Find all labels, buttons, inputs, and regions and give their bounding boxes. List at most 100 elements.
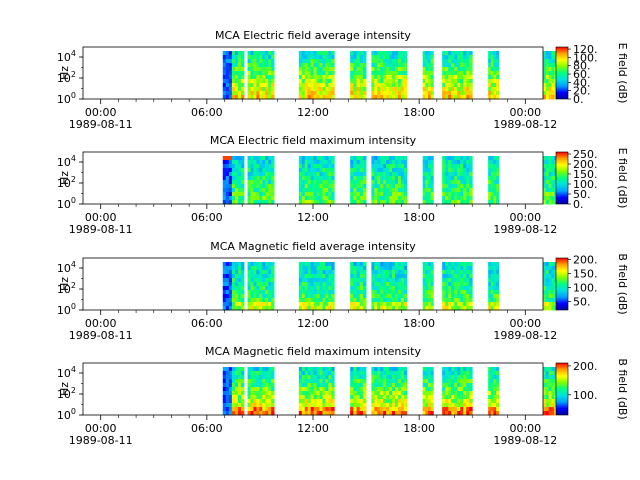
x-tick-date: 1989-08-12	[493, 118, 557, 131]
panel-title: MCA Electric field average intensity	[215, 29, 411, 42]
y-tick-label: 102	[57, 386, 76, 401]
y-tick-label: 100	[57, 407, 76, 422]
x-tick-date: 1989-08-11	[69, 434, 133, 447]
data-segment	[298, 262, 335, 311]
x-tick-time: 06:00	[191, 317, 223, 330]
data-segment	[350, 156, 367, 205]
colorbar	[555, 362, 569, 416]
y-axis-label: Hz	[58, 171, 71, 185]
colorbar-label: B field (dB)	[616, 358, 629, 419]
panel-2: MCA Electric field maximum intensityHz10…	[57, 134, 629, 236]
colorbar-tick-label: 100.	[573, 282, 598, 295]
colorbar-tick-label: 150.	[573, 168, 598, 181]
colorbar-tick-label: 50.	[573, 188, 591, 201]
data-segment	[442, 262, 473, 311]
data-segment	[543, 156, 558, 205]
data-segment	[488, 156, 500, 205]
x-tick-time: 06:00	[191, 422, 223, 435]
colorbar-tick-label: 100.	[573, 389, 598, 402]
colorbar-tick-label: 40.	[573, 76, 591, 89]
colorbar-tick-label: 200.	[573, 158, 598, 171]
data-segment	[247, 262, 275, 311]
colorbar	[555, 151, 569, 205]
colorbar-tick-label: 150.	[573, 267, 598, 280]
data-segment	[543, 262, 558, 311]
x-tick-time: 18:00	[403, 317, 435, 330]
data-segment	[350, 51, 367, 100]
data-segment	[442, 51, 473, 100]
panel-1: MCA Electric field average intensityHz10…	[57, 29, 629, 131]
colorbar-tick-label: 200.	[573, 253, 598, 266]
x-tick-time: 06:00	[191, 106, 223, 119]
data-segment	[222, 156, 245, 205]
data-segment	[422, 367, 434, 416]
data-segment	[247, 51, 275, 100]
y-tick-label: 104	[57, 260, 76, 275]
panel-title: MCA Magnetic field average intensity	[210, 240, 416, 253]
x-tick-time: 12:00	[297, 106, 329, 119]
y-axis-label: Hz	[58, 382, 71, 396]
data-segment	[371, 156, 408, 205]
colorbar-tick-label: 250.	[573, 148, 598, 161]
panel-title: MCA Electric field maximum intensity	[210, 134, 417, 147]
data-segment	[371, 51, 408, 100]
data-segment	[488, 367, 500, 416]
data-segment	[222, 367, 245, 416]
x-tick-time: 06:00	[191, 211, 223, 224]
data-segment	[350, 262, 367, 311]
y-tick-label: 104	[57, 365, 76, 380]
y-tick-label: 100	[57, 302, 76, 317]
x-tick-time: 18:00	[403, 106, 435, 119]
colorbar-tick-label: 0.	[573, 198, 584, 211]
data-segment	[247, 156, 275, 205]
y-tick-label: 100	[57, 196, 76, 211]
data-segment	[442, 156, 473, 205]
colorbar-label: E field (dB)	[616, 43, 629, 104]
x-tick-time: 00:00	[509, 317, 541, 330]
data-segment	[222, 51, 245, 100]
x-tick-date: 1989-08-11	[69, 118, 133, 131]
x-tick-date: 1989-08-12	[493, 329, 557, 342]
x-tick-time: 00:00	[509, 106, 541, 119]
data-segment	[350, 367, 367, 416]
colorbar-tick-label: 100.	[573, 51, 598, 64]
data-segment	[222, 262, 245, 311]
y-tick-label: 104	[57, 49, 76, 64]
colorbar-tick-label: 120.	[573, 43, 598, 56]
data-segment	[422, 156, 434, 205]
colorbar	[555, 257, 569, 311]
y-tick-label: 102	[57, 70, 76, 85]
data-segment	[543, 367, 558, 416]
y-axis-label: Hz	[58, 66, 71, 80]
panel-3: MCA Magnetic field average intensityHz10…	[57, 240, 629, 342]
colorbar-tick-label: 0.	[573, 93, 584, 106]
data-segment	[422, 51, 434, 100]
data-segment	[442, 367, 473, 416]
y-tick-label: 100	[57, 91, 76, 106]
colorbar-tick-label: 80.	[573, 60, 591, 73]
data-segment	[488, 51, 500, 100]
data-segment	[371, 262, 408, 311]
x-tick-time: 00:00	[85, 422, 117, 435]
panel-4: MCA Magnetic field maximum intensityHz10…	[57, 345, 629, 447]
y-tick-label: 102	[57, 281, 76, 296]
data-segment	[298, 367, 335, 416]
y-tick-label: 102	[57, 175, 76, 190]
colorbar-label: B field (dB)	[616, 253, 629, 314]
data-segment	[298, 156, 335, 205]
x-tick-time: 12:00	[297, 317, 329, 330]
data-segment	[298, 51, 335, 100]
x-tick-date: 1989-08-11	[69, 329, 133, 342]
y-axis-label: Hz	[58, 277, 71, 291]
data-segment	[247, 367, 275, 416]
x-tick-time: 12:00	[297, 422, 329, 435]
x-tick-time: 00:00	[85, 317, 117, 330]
data-segment	[488, 262, 500, 311]
colorbar-tick-label: 20.	[573, 85, 591, 98]
panel-title: MCA Magnetic field maximum intensity	[205, 345, 421, 358]
x-tick-time: 18:00	[403, 422, 435, 435]
x-tick-time: 00:00	[85, 106, 117, 119]
data-segment	[543, 51, 558, 100]
colorbar-tick-label: 60.	[573, 68, 591, 81]
